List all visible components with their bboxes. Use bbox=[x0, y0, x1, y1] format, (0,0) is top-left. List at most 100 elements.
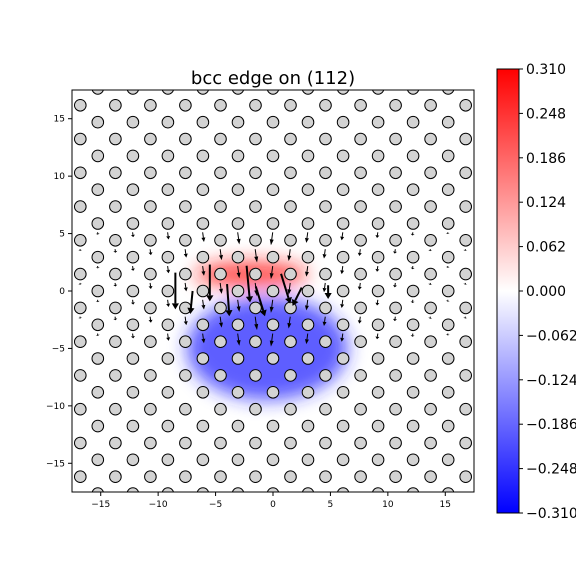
atom bbox=[372, 90, 385, 95]
displacement-arrow-small bbox=[184, 282, 187, 288]
atom bbox=[336, 149, 350, 163]
atom bbox=[126, 149, 140, 163]
atom bbox=[301, 352, 315, 365]
y-tick-label: −15 bbox=[46, 459, 65, 469]
displacement-arrow-small-head bbox=[410, 335, 415, 337]
atom bbox=[371, 352, 385, 365]
displacement-arrow-small-head bbox=[393, 318, 397, 322]
atom bbox=[459, 267, 473, 281]
displacement-arrow-small bbox=[324, 249, 326, 255]
displacement-arrow-small bbox=[237, 333, 240, 341]
colorbar-tick-label: −0.124 bbox=[526, 373, 576, 389]
atom bbox=[161, 115, 175, 129]
atom bbox=[477, 116, 489, 128]
displacement-arrow-small-head bbox=[375, 268, 380, 272]
atom bbox=[459, 436, 473, 450]
atom bbox=[179, 99, 192, 112]
atom bbox=[354, 402, 367, 416]
displacement-arrow bbox=[254, 286, 265, 311]
atom bbox=[424, 200, 437, 213]
y-tick-label: −10 bbox=[46, 402, 65, 412]
displacement-arrow-small bbox=[359, 282, 361, 287]
atom bbox=[109, 200, 122, 213]
atom bbox=[406, 183, 420, 196]
atom bbox=[109, 132, 122, 146]
displacement-arrow-small bbox=[359, 316, 361, 321]
y-axis: −15 −10 −5 0 5 10 15 bbox=[46, 115, 72, 469]
atom bbox=[196, 217, 210, 230]
atom bbox=[231, 386, 245, 399]
atom bbox=[459, 99, 473, 112]
atom bbox=[109, 301, 122, 315]
atom bbox=[214, 470, 227, 484]
atom bbox=[231, 453, 245, 467]
atom bbox=[406, 284, 420, 298]
atom bbox=[196, 284, 210, 298]
displacement-arrow-small bbox=[271, 232, 274, 240]
atom bbox=[301, 284, 315, 298]
atom bbox=[126, 318, 140, 332]
atom bbox=[459, 301, 473, 315]
atom bbox=[249, 335, 262, 349]
atom bbox=[249, 436, 262, 450]
displacement-arrow-small bbox=[167, 333, 169, 338]
atom bbox=[284, 470, 297, 484]
atom bbox=[74, 234, 87, 247]
atom bbox=[109, 267, 122, 281]
atom bbox=[249, 267, 262, 281]
displacement-arrow-head bbox=[259, 309, 267, 317]
atom-layer bbox=[57, 83, 489, 492]
atom bbox=[74, 436, 87, 450]
atom bbox=[442, 487, 455, 492]
colorbar-tick-label: −0.248 bbox=[526, 462, 576, 478]
atom bbox=[57, 218, 69, 230]
atom bbox=[459, 166, 473, 180]
atom bbox=[459, 234, 473, 247]
atom bbox=[337, 487, 350, 492]
atom bbox=[301, 217, 315, 230]
atom bbox=[214, 200, 227, 213]
colorbar-axis: 0.310 0.248 0.186 0.124 0.062 0.000 −0.062 −0.1… bbox=[519, 62, 576, 522]
displacement-arrow-small-head bbox=[148, 252, 153, 256]
displacement-arrow-small-head bbox=[410, 267, 415, 270]
atom bbox=[109, 436, 122, 450]
atom bbox=[284, 132, 297, 146]
atom bbox=[477, 83, 489, 95]
atom bbox=[91, 352, 105, 365]
atom bbox=[441, 115, 455, 129]
atom bbox=[179, 369, 192, 382]
atom bbox=[231, 284, 245, 298]
atom bbox=[424, 301, 437, 315]
displacement-arrow-small bbox=[341, 266, 344, 271]
x-tick-label: 15 bbox=[440, 500, 451, 510]
displacement-arrow bbox=[245, 265, 251, 297]
atom bbox=[214, 402, 227, 416]
atom bbox=[91, 90, 104, 95]
displacement-arrow-small-head bbox=[148, 319, 153, 323]
atom bbox=[196, 115, 210, 129]
displacement-arrow-small-head bbox=[201, 338, 206, 344]
atom bbox=[301, 183, 315, 196]
displacement-arrow-small-head bbox=[95, 233, 100, 235]
displacement-arrow-small-head bbox=[269, 306, 274, 313]
atom bbox=[91, 386, 105, 399]
displacement-arrow bbox=[280, 273, 290, 299]
displacement-arrow-small bbox=[237, 266, 240, 273]
displacement-arrow-small-head bbox=[287, 255, 292, 261]
atom bbox=[214, 99, 227, 112]
x-tick-label: 0 bbox=[270, 500, 276, 510]
atom bbox=[301, 90, 315, 95]
atom bbox=[57, 420, 69, 432]
colorbar bbox=[496, 68, 520, 514]
displacement-arrow-small bbox=[271, 333, 274, 341]
displacement-arrow-small-head bbox=[148, 285, 153, 289]
displacement-arrow bbox=[294, 287, 303, 302]
atom bbox=[406, 250, 420, 264]
atom bbox=[319, 369, 332, 382]
atom bbox=[179, 402, 192, 416]
atom bbox=[441, 453, 455, 467]
atom bbox=[337, 90, 350, 95]
atom bbox=[144, 369, 157, 382]
atom bbox=[126, 90, 139, 95]
displacement-arrow-small-head bbox=[340, 337, 345, 342]
